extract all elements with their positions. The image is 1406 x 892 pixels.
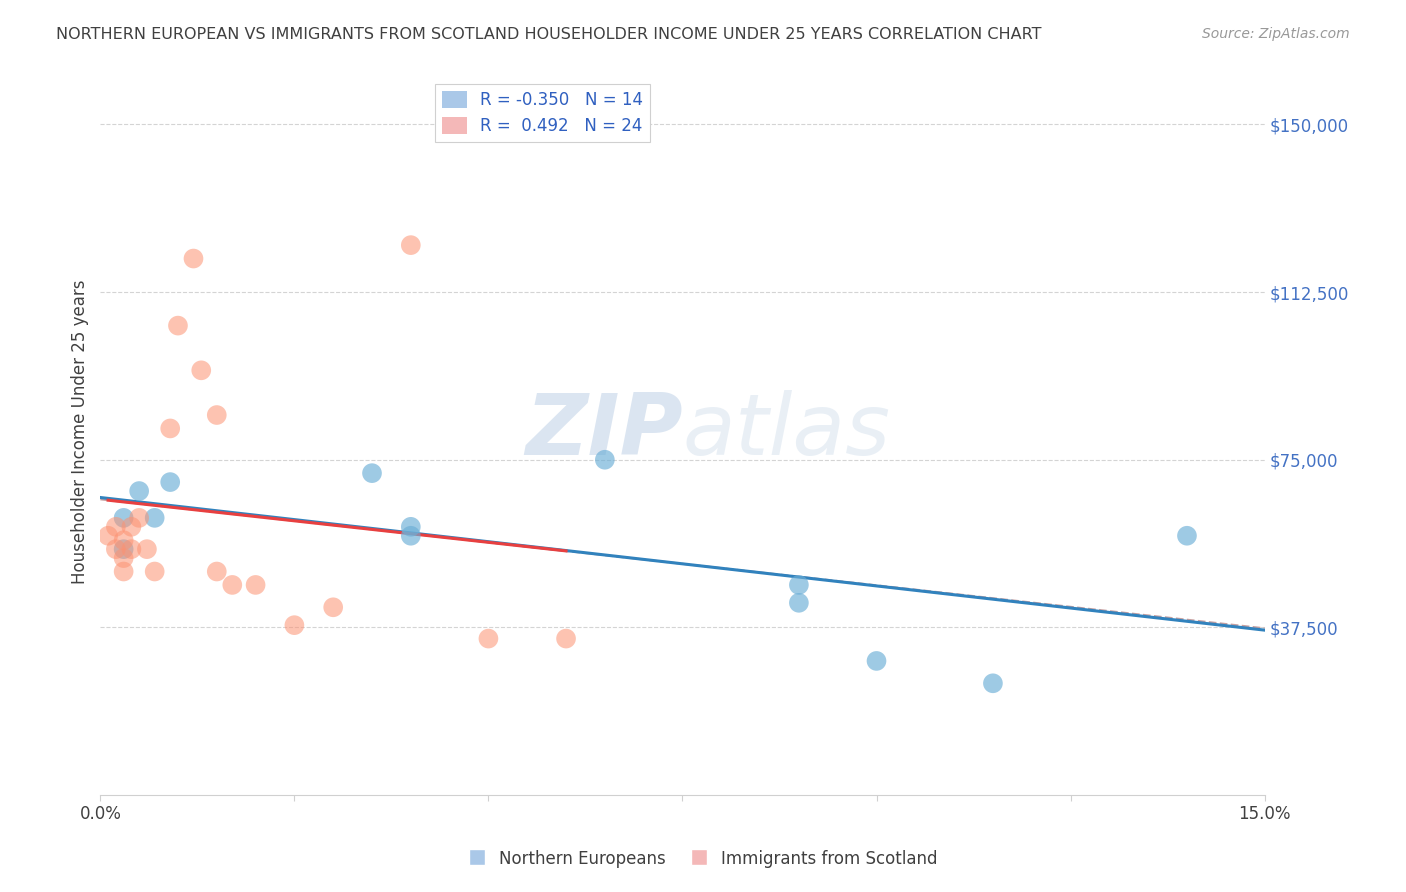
Point bbox=[322, 600, 344, 615]
Point bbox=[120, 542, 142, 557]
Point bbox=[167, 318, 190, 333]
Legend: Northern Europeans, Immigrants from Scotland: Northern Europeans, Immigrants from Scot… bbox=[463, 844, 943, 875]
Point bbox=[112, 542, 135, 557]
Point bbox=[112, 511, 135, 525]
Point bbox=[112, 533, 135, 548]
Point bbox=[143, 565, 166, 579]
Text: ZIP: ZIP bbox=[524, 391, 682, 474]
Y-axis label: Householder Income Under 25 years: Householder Income Under 25 years bbox=[72, 279, 89, 584]
Point bbox=[593, 452, 616, 467]
Point bbox=[283, 618, 305, 632]
Point bbox=[361, 466, 384, 480]
Point bbox=[190, 363, 212, 377]
Point bbox=[104, 520, 127, 534]
Point bbox=[104, 542, 127, 557]
Point bbox=[1175, 529, 1198, 543]
Point bbox=[128, 483, 150, 498]
Point bbox=[120, 520, 142, 534]
Point bbox=[112, 565, 135, 579]
Point bbox=[399, 529, 422, 543]
Point bbox=[135, 542, 157, 557]
Point bbox=[787, 578, 810, 592]
Point bbox=[143, 511, 166, 525]
Point bbox=[399, 520, 422, 534]
Point bbox=[981, 676, 1004, 690]
Point bbox=[159, 421, 181, 435]
Point bbox=[128, 511, 150, 525]
Text: NORTHERN EUROPEAN VS IMMIGRANTS FROM SCOTLAND HOUSEHOLDER INCOME UNDER 25 YEARS : NORTHERN EUROPEAN VS IMMIGRANTS FROM SCO… bbox=[56, 27, 1042, 42]
Point bbox=[221, 578, 243, 592]
Point bbox=[787, 596, 810, 610]
Point bbox=[555, 632, 578, 646]
Text: atlas: atlas bbox=[682, 391, 890, 474]
Point bbox=[97, 529, 120, 543]
Point bbox=[112, 551, 135, 566]
Legend: R = -0.350   N = 14, R =  0.492   N = 24: R = -0.350 N = 14, R = 0.492 N = 24 bbox=[436, 84, 650, 142]
Point bbox=[477, 632, 499, 646]
Point bbox=[205, 565, 228, 579]
Point bbox=[183, 252, 205, 266]
Point bbox=[399, 238, 422, 252]
Point bbox=[245, 578, 267, 592]
Point bbox=[205, 408, 228, 422]
Point bbox=[159, 475, 181, 489]
Text: Source: ZipAtlas.com: Source: ZipAtlas.com bbox=[1202, 27, 1350, 41]
Point bbox=[865, 654, 887, 668]
